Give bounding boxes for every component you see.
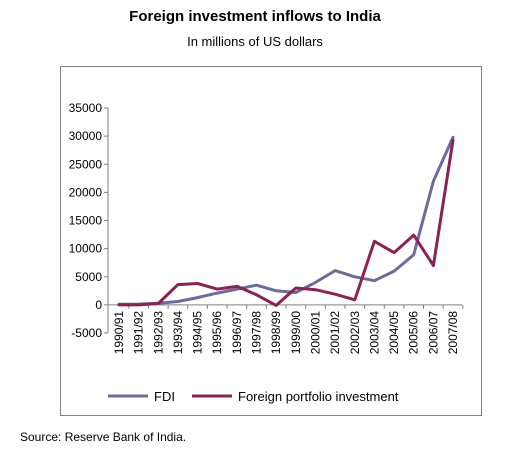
x-tick-label: 1998/99 bbox=[269, 311, 283, 355]
x-tick-label: 1991/92 bbox=[132, 311, 146, 355]
y-tick-label: 0 bbox=[95, 298, 102, 312]
y-tick-label: -5000 bbox=[71, 326, 102, 340]
x-tick-label: 1990/91 bbox=[112, 311, 126, 355]
x-tick-label: 2002/03 bbox=[348, 311, 362, 355]
y-tick-label: 15000 bbox=[69, 214, 103, 228]
x-tick-label: 2007/08 bbox=[446, 311, 460, 355]
x-tick-label: 2006/07 bbox=[426, 311, 440, 355]
x-tick-label: 1996/97 bbox=[230, 311, 244, 355]
x-tick-label: 2001/02 bbox=[328, 311, 342, 355]
legend-label: Foreign portfolio investment bbox=[238, 389, 399, 404]
y-tick-label: 25000 bbox=[69, 157, 103, 171]
x-tick-label: 2005/06 bbox=[407, 311, 421, 355]
x-tick-label: 1992/93 bbox=[151, 311, 165, 355]
x-tick-label: 2004/05 bbox=[387, 311, 401, 355]
chart-frame bbox=[60, 66, 482, 416]
y-axis: -5000 0 5000 10000 15000 20000 25000 30000 35000 bbox=[69, 101, 109, 340]
y-tick-label: 35000 bbox=[69, 101, 103, 115]
x-tick-label: 1999/00 bbox=[289, 311, 303, 355]
x-tick-label: 2000/01 bbox=[308, 311, 322, 355]
y-tick-label: 10000 bbox=[69, 242, 103, 256]
chart-title: Foreign investment inflows to India bbox=[129, 8, 381, 25]
series-line-fdi bbox=[117, 135, 455, 306]
legend-label: FDI bbox=[154, 389, 175, 404]
series-layer bbox=[117, 135, 455, 307]
y-tick-label: 20000 bbox=[69, 185, 103, 199]
y-tick-label: 30000 bbox=[69, 129, 103, 143]
x-tick-label: 2003/04 bbox=[367, 311, 381, 355]
y-tick-label: 5000 bbox=[75, 270, 102, 284]
source-note: Source: Reserve Bank of India. bbox=[20, 430, 187, 444]
x-tick-label: 1994/95 bbox=[191, 311, 205, 355]
x-tick-label: 1993/94 bbox=[171, 311, 185, 355]
x-tick-label: 1995/96 bbox=[210, 311, 224, 355]
legend: FDI Foreign portfolio investment bbox=[108, 389, 399, 404]
x-axis: 1990/91 1991/92 1992/93 1993/94 1994/95 1995/… bbox=[108, 304, 464, 355]
x-tick-label: 1997/98 bbox=[250, 311, 264, 355]
series-line-fpi bbox=[117, 138, 455, 307]
chart-subtitle: In millions of US dollars bbox=[187, 34, 323, 49]
